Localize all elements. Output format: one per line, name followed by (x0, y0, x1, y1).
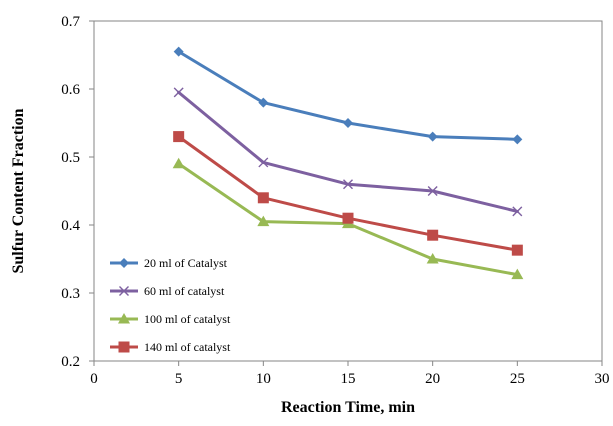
data-point (512, 134, 523, 145)
legend-marker (118, 341, 130, 353)
data-point (512, 206, 523, 217)
legend-label: 100 ml of catalyst (144, 312, 231, 326)
x-axis-title: Reaction Time, min (281, 399, 415, 416)
data-point (342, 212, 354, 224)
data-point (427, 186, 438, 196)
y-tick-label: 0.5 (61, 150, 80, 166)
x-tick-label: 25 (510, 371, 525, 387)
y-tick-label: 0.4 (61, 218, 80, 234)
data-point (343, 118, 353, 128)
x-tick-label: 5 (175, 371, 183, 387)
data-point (173, 87, 184, 98)
legend-box (106, 248, 266, 358)
data-point (258, 97, 269, 108)
data-point (172, 157, 185, 169)
y-axis-title: Sulfur Content Fraction (10, 108, 27, 273)
x-tick-label: 0 (90, 371, 98, 387)
data-point (511, 244, 523, 256)
legend-label: 140 ml of catalyst (144, 340, 231, 354)
y-tick-label: 0.7 (61, 14, 80, 30)
data-point (427, 131, 438, 142)
legend-marker (118, 313, 130, 324)
series (173, 87, 523, 217)
series (173, 131, 523, 256)
legend: 20 ml of Catalyst 60 ml of catalyst 100 ml… (110, 256, 231, 354)
data-point (257, 192, 269, 204)
data-point (257, 215, 270, 227)
data-point (511, 268, 524, 280)
legend-label: 20 ml of Catalyst (144, 256, 228, 270)
legend-label: 60 ml of catalyst (144, 284, 225, 298)
legend-item: 60 ml of catalyst (110, 284, 225, 298)
y-tick-label: 0.3 (61, 286, 80, 302)
data-point (343, 179, 353, 190)
legend-marker (119, 258, 129, 268)
legend-item: 20 ml of Catalyst (110, 256, 228, 270)
legend-marker (119, 286, 129, 296)
y-tick-label: 0.6 (61, 82, 80, 98)
legend-item: 140 ml of catalyst (110, 340, 231, 354)
ticks-layer: 0 5 10 15 20 25 30 0.2 0.3 0.4 0.5 0.6 0.7 (61, 14, 609, 387)
data-point (173, 46, 184, 57)
x-tick-label: 20 (425, 371, 440, 387)
x-tick-label: 10 (256, 371, 271, 387)
series-layer (172, 46, 524, 280)
data-point (173, 131, 185, 143)
y-tick-label: 0.2 (61, 354, 80, 370)
series (173, 46, 523, 145)
data-point (258, 157, 269, 168)
data-point (426, 253, 439, 264)
x-tick-label: 15 (341, 371, 356, 387)
x-tick-label: 30 (595, 371, 610, 387)
legend-item: 100 ml of catalyst (110, 312, 231, 326)
data-point (427, 229, 439, 241)
